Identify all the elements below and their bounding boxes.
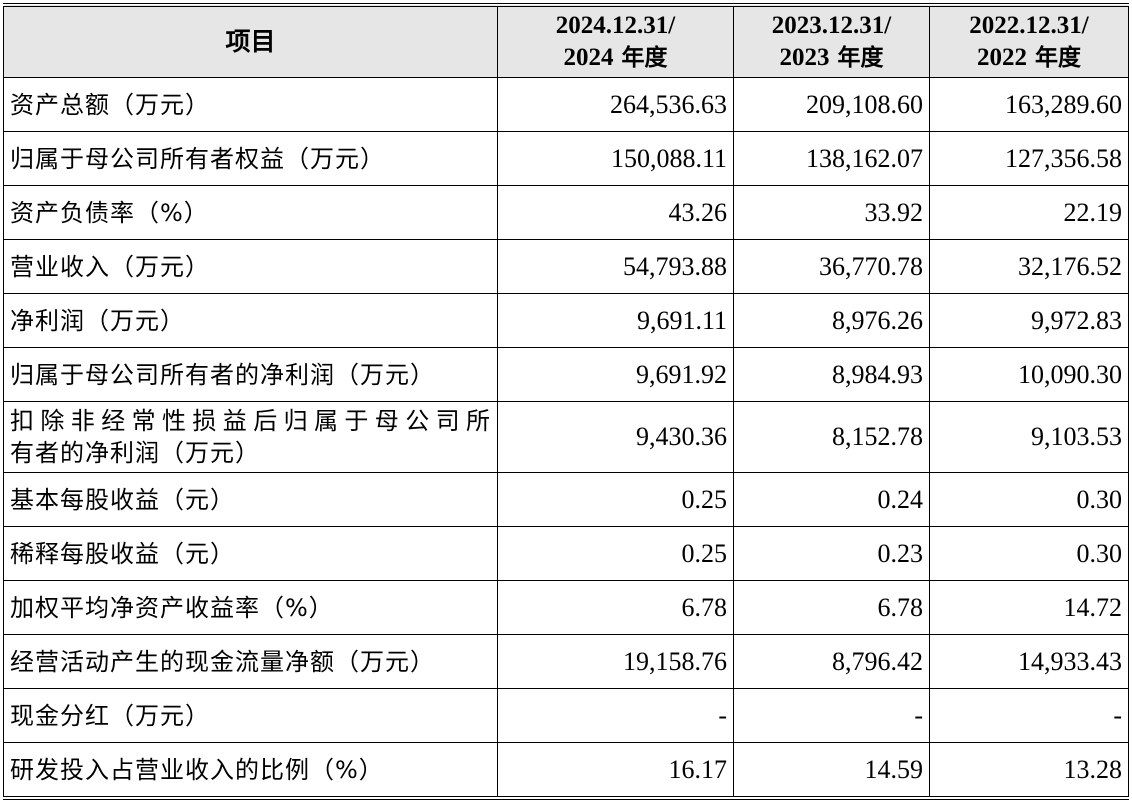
row-value-2022: 0.30 xyxy=(929,526,1129,581)
row-value-2023: 36,770.78 xyxy=(733,239,930,294)
header-2024-date: 2024.12.31/ xyxy=(555,12,676,39)
table-row: 资产负债率（%） 43.26 33.92 22.19 xyxy=(3,185,1129,240)
row-value-2024: - xyxy=(497,688,734,743)
row-value-2024: 9,430.36 xyxy=(497,401,734,473)
row-label: 扣除非经常性损益后归属于母公司所 有者的净利润（万元） xyxy=(3,401,498,473)
header-2023-year: 2023 xyxy=(779,44,830,71)
row-value-2022: 9,972.83 xyxy=(929,293,1129,348)
row-value-2022: 22.19 xyxy=(929,185,1129,240)
row-value-2024: 9,691.11 xyxy=(497,293,734,348)
row-value-2023: 209,108.60 xyxy=(733,77,930,132)
row-value-2023: 0.24 xyxy=(733,472,930,527)
table-row: 扣除非经常性损益后归属于母公司所 有者的净利润（万元） 9,430.36 8,1… xyxy=(3,401,1129,473)
header-2022-date: 2022.12.31/ xyxy=(969,12,1089,39)
row-value-2023: 8,152.78 xyxy=(733,401,930,473)
row-label: 稀释每股收益（元） xyxy=(3,526,498,581)
header-2023-date: 2023.12.31/ xyxy=(771,12,892,39)
row-value-2024: 19,158.76 xyxy=(497,634,734,689)
header-2024-year: 2024 xyxy=(563,44,614,71)
header-item: 项目 xyxy=(3,3,498,78)
row-value-2022: 127,356.58 xyxy=(929,131,1129,186)
header-2022-year: 2022 xyxy=(976,44,1027,71)
row-value-2024: 9,691.92 xyxy=(497,347,734,402)
row-label: 归属于母公司所有者权益（万元） xyxy=(3,131,498,186)
table-row: 营业收入（万元） 54,793.88 36,770.78 32,176.52 xyxy=(3,239,1129,294)
table-row: 研发投入占营业收入的比例（%） 16.17 14.59 13.28 xyxy=(3,742,1129,800)
header-2024-suffix: 年度 xyxy=(613,45,668,71)
table-header-row: 项目 2024.12.31/ 2024 年度 2023.12.31/ 2023 … xyxy=(3,3,1129,78)
row-label: 资产负债率（%） xyxy=(3,185,498,240)
row-value-2022: 13.28 xyxy=(929,742,1129,800)
row-label-line1: 扣除非经常性损益后归属于母公司所 xyxy=(10,407,491,435)
row-value-2024: 54,793.88 xyxy=(497,239,734,294)
row-value-2023: 6.78 xyxy=(733,580,930,635)
header-2023-suffix: 年度 xyxy=(829,45,884,71)
row-label: 经营活动产生的现金流量净额（万元） xyxy=(3,634,498,689)
row-value-2023: - xyxy=(733,688,930,743)
financial-summary-table: 项目 2024.12.31/ 2024 年度 2023.12.31/ 2023 … xyxy=(3,3,1129,800)
row-value-2022: 9,103.53 xyxy=(929,401,1129,473)
row-value-2024: 16.17 xyxy=(497,742,734,800)
row-value-2023: 8,984.93 xyxy=(733,347,930,402)
row-label: 归属于母公司所有者的净利润（万元） xyxy=(3,347,498,402)
row-value-2023: 14.59 xyxy=(733,742,930,800)
row-label: 基本每股收益（元） xyxy=(3,472,498,527)
row-value-2024: 264,536.63 xyxy=(497,77,734,132)
table-row: 基本每股收益（元） 0.25 0.24 0.30 xyxy=(3,472,1129,527)
row-label-line2: 有者的净利润（万元） xyxy=(10,439,260,467)
header-2022: 2022.12.31/ 2022 年度 xyxy=(929,3,1129,78)
row-value-2022: 14.72 xyxy=(929,580,1129,635)
row-label: 加权平均净资产收益率（%） xyxy=(3,580,498,635)
row-value-2023: 0.23 xyxy=(733,526,930,581)
row-label: 研发投入占营业收入的比例（%） xyxy=(3,742,498,800)
row-value-2022: 14,933.43 xyxy=(929,634,1129,689)
row-label: 净利润（万元） xyxy=(3,293,498,348)
row-value-2023: 33.92 xyxy=(733,185,930,240)
row-value-2022: 32,176.52 xyxy=(929,239,1129,294)
row-value-2023: 138,162.07 xyxy=(733,131,930,186)
header-2023: 2023.12.31/ 2023 年度 xyxy=(733,3,930,78)
row-value-2023: 8,796.42 xyxy=(733,634,930,689)
row-value-2022: 163,289.60 xyxy=(929,77,1129,132)
header-2024: 2024.12.31/ 2024 年度 xyxy=(497,3,734,78)
row-value-2022: 10,090.30 xyxy=(929,347,1129,402)
table-row: 归属于母公司所有者权益（万元） 150,088.11 138,162.07 12… xyxy=(3,131,1129,186)
row-value-2024: 6.78 xyxy=(497,580,734,635)
row-value-2022: 0.30 xyxy=(929,472,1129,527)
table-row: 现金分红（万元） - - - xyxy=(3,688,1129,743)
table-row: 净利润（万元） 9,691.11 8,976.26 9,972.83 xyxy=(3,293,1129,348)
row-label: 营业收入（万元） xyxy=(3,239,498,294)
row-value-2024: 43.26 xyxy=(497,185,734,240)
table-row: 经营活动产生的现金流量净额（万元） 19,158.76 8,796.42 14,… xyxy=(3,634,1129,689)
table-row: 归属于母公司所有者的净利润（万元） 9,691.92 8,984.93 10,0… xyxy=(3,347,1129,402)
table-row: 加权平均净资产收益率（%） 6.78 6.78 14.72 xyxy=(3,580,1129,635)
table-row: 资产总额（万元） 264,536.63 209,108.60 163,289.6… xyxy=(3,77,1129,132)
row-label: 资产总额（万元） xyxy=(3,77,498,132)
financial-summary-table-container: 项目 2024.12.31/ 2024 年度 2023.12.31/ 2023 … xyxy=(3,3,1129,800)
header-2022-suffix: 年度 xyxy=(1026,45,1081,71)
row-value-2024: 0.25 xyxy=(497,472,734,527)
row-value-2023: 8,976.26 xyxy=(733,293,930,348)
row-value-2024: 150,088.11 xyxy=(497,131,734,186)
row-value-2024: 0.25 xyxy=(497,526,734,581)
row-value-2022: - xyxy=(929,688,1129,743)
row-label: 现金分红（万元） xyxy=(3,688,498,743)
table-row: 稀释每股收益（元） 0.25 0.23 0.30 xyxy=(3,526,1129,581)
